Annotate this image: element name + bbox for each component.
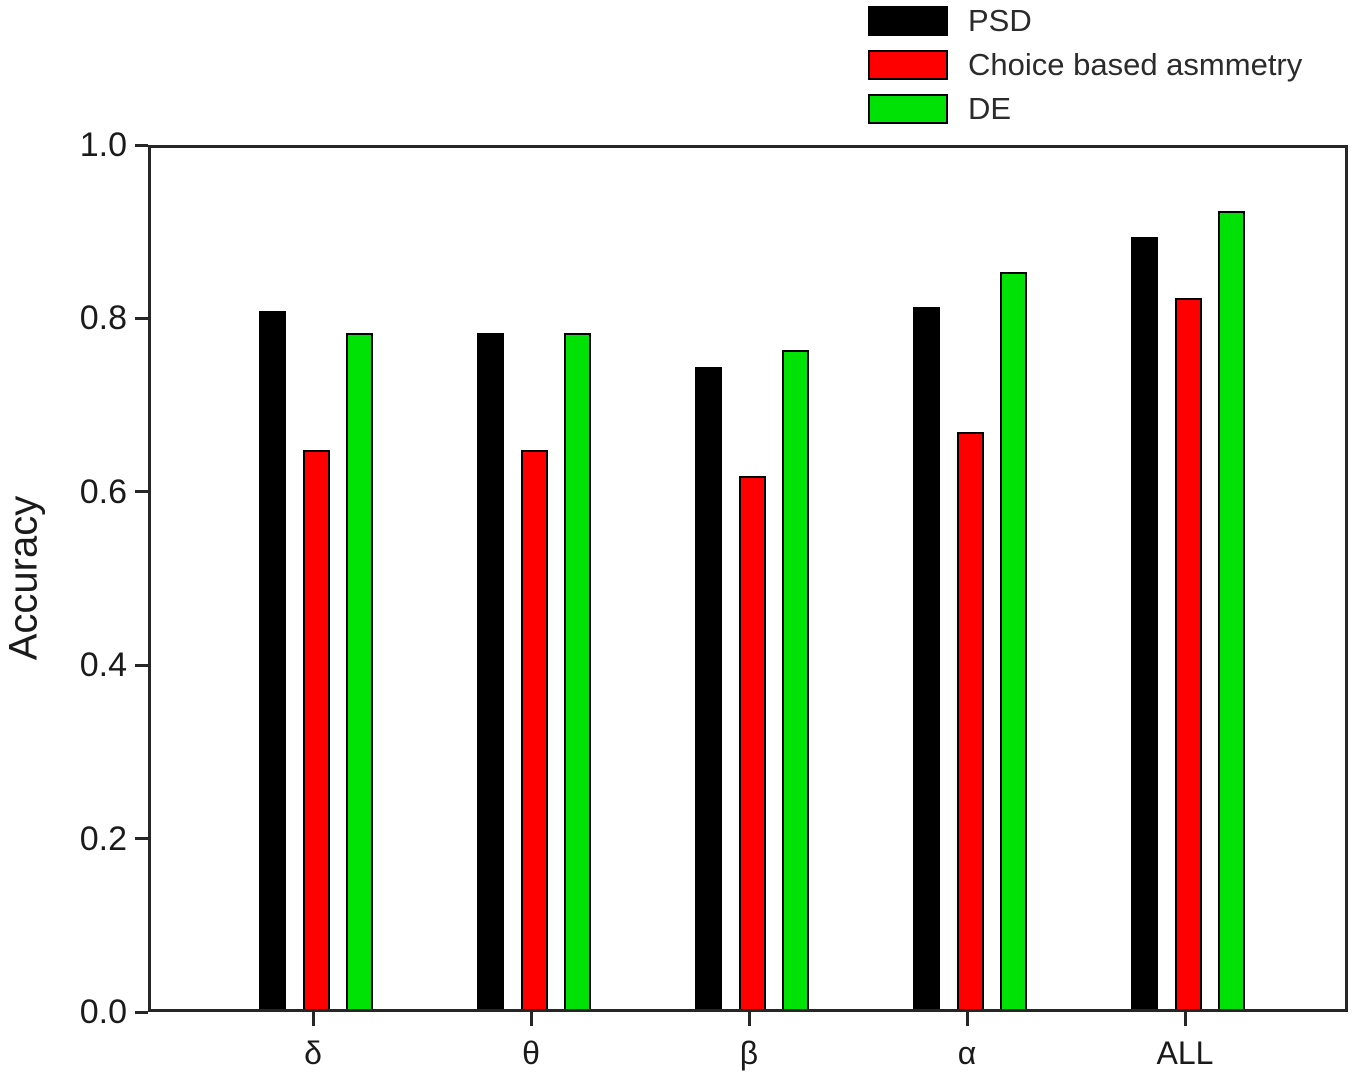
x-tick [1183,1012,1187,1026]
bar-psd-δ [259,311,286,1009]
x-category-label: θ [522,1035,540,1071]
y-tick [135,316,148,320]
bar-de-δ [346,333,373,1009]
bar-psd-β [695,367,722,1009]
x-category-label: β [739,1035,759,1071]
legend: PSD Choice based asmmetry DE [868,5,1302,124]
legend-row: PSD [868,5,1302,36]
bar-de-α [1000,272,1027,1009]
y-tick-label: 0.6 [79,472,127,511]
y-tick-label: 0.4 [79,646,127,685]
x-category-label: ALL [1156,1035,1214,1071]
y-tick-label: 0.8 [79,299,127,338]
bar-psd-α [913,307,940,1009]
x-tick [529,1012,533,1026]
bar-psd-all [1131,237,1158,1009]
bar-psd-θ [477,333,504,1009]
legend-row: Choice based asmmetry [868,49,1302,80]
y-axis-title: Accuracy [1,495,46,661]
y-tick-label: 1.0 [79,126,127,164]
legend-swatch-choice [868,49,948,80]
bar-choice-δ [302,450,330,1009]
x-tick [311,1012,315,1026]
bar-de-θ [564,333,591,1009]
legend-swatch-psd [868,5,948,36]
x-tick [965,1012,969,1026]
y-tick-label: 0.2 [79,819,127,858]
y-tick [135,490,148,494]
y-tick [135,143,148,147]
legend-label: DE [968,91,1012,126]
legend-row: DE [868,93,1302,124]
bar-choice-all [1174,298,1202,1009]
x-category-label: δ [304,1035,322,1071]
y-tick [135,1010,148,1014]
legend-swatch-de [868,93,948,124]
bar-choice-θ [520,450,548,1009]
bar-de-β [782,350,809,1009]
bar-de-all [1218,211,1245,1009]
bar-choice-α [956,432,984,1009]
y-tick [135,663,148,667]
legend-label: Choice based asmmetry [968,47,1303,82]
y-tick [135,837,148,841]
x-category-label: α [957,1035,977,1071]
x-tick [747,1012,751,1026]
bar-choice-β [738,476,766,1009]
y-tick-label: 0.0 [79,993,127,1031]
plot-area [148,145,1348,1012]
legend-label: PSD [968,3,1032,38]
